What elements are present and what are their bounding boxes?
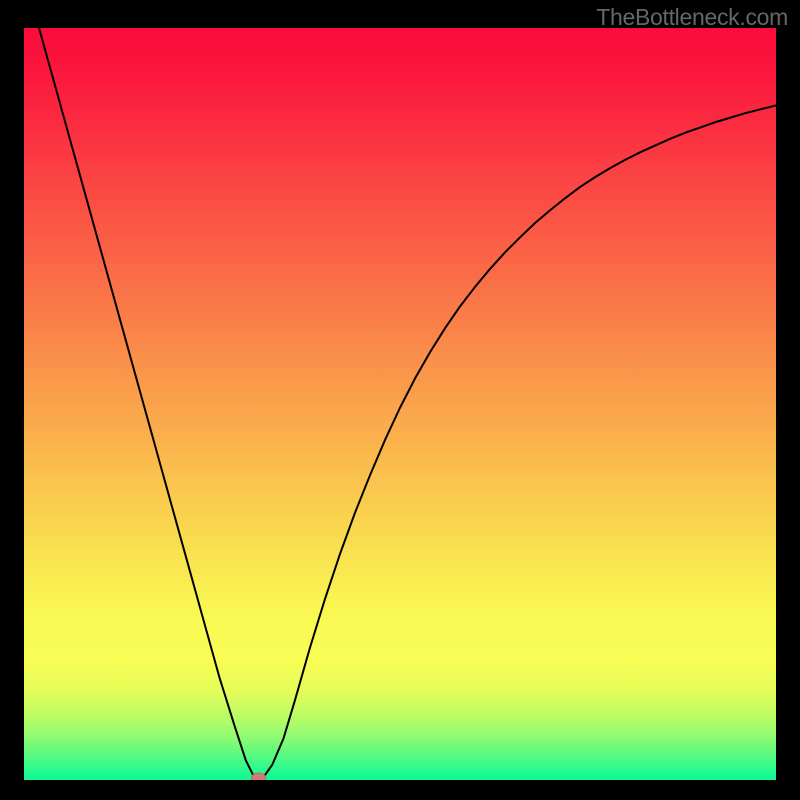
- chart-container: TheBottleneck.com: [0, 0, 800, 800]
- plot-svg: [24, 28, 776, 780]
- gradient-background: [24, 28, 776, 780]
- plot-area: [24, 28, 776, 780]
- watermark-text: TheBottleneck.com: [596, 4, 788, 31]
